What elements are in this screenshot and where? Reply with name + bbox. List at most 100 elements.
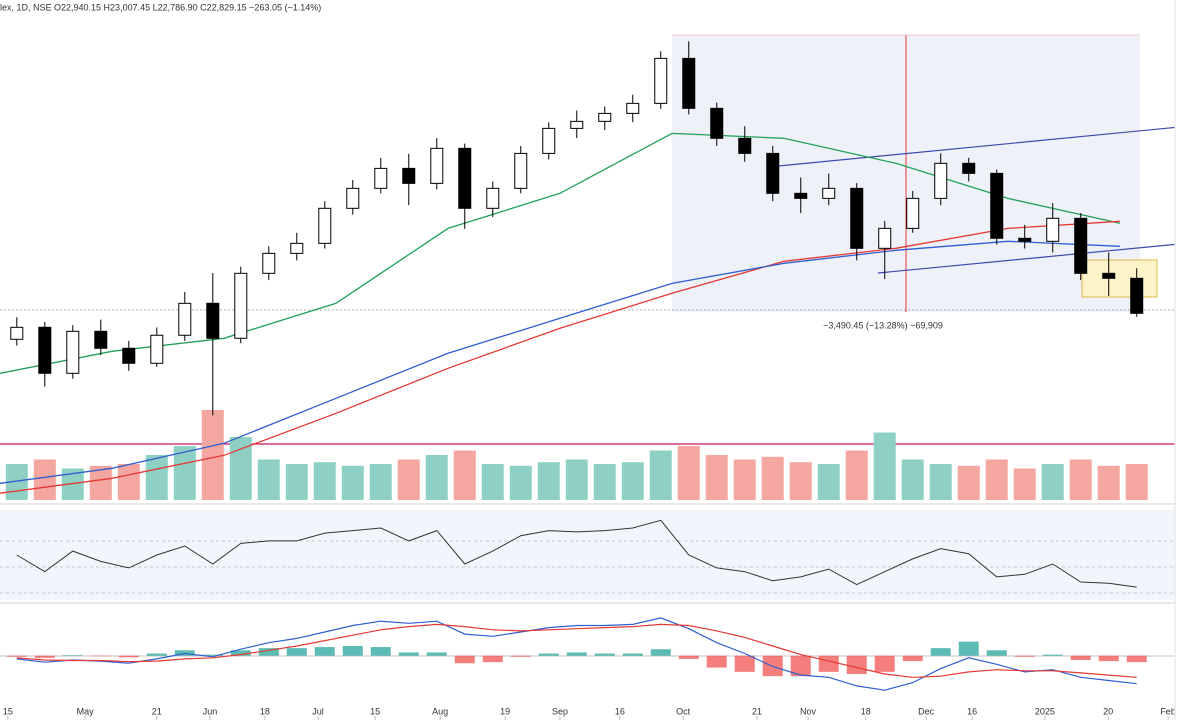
volume-bar [481, 464, 504, 500]
x-tick-label: Sep [552, 706, 568, 716]
volume-bar [649, 450, 672, 500]
volume-bar [733, 459, 756, 500]
volume-bar [425, 455, 448, 500]
candle-body [878, 227, 892, 249]
volume-bar [1125, 464, 1148, 500]
price-axis [1175, 0, 1200, 720]
candle-body [374, 167, 388, 189]
candle-body [94, 330, 108, 349]
macd-histogram [706, 655, 727, 668]
macd-histogram [202, 654, 223, 656]
volume-bar [1069, 459, 1092, 500]
x-tick-label: 16 [615, 706, 625, 716]
volume-bar [509, 465, 532, 500]
volume-bar [873, 432, 896, 500]
volume-bar [369, 464, 392, 500]
macd-histogram [146, 653, 167, 656]
volume-bar [285, 464, 308, 500]
macd-histogram [118, 655, 139, 658]
macd-histogram [370, 647, 391, 656]
candle-body [486, 187, 500, 209]
macd-histogram [454, 655, 475, 664]
candle-body [990, 172, 1004, 239]
macd-histogram [398, 652, 419, 656]
macd-line [16, 617, 1137, 691]
candle-body [682, 57, 696, 109]
candle-body [346, 187, 360, 209]
macd-histogram [1014, 655, 1035, 657]
candle-body [1046, 217, 1060, 242]
volume-bar [901, 459, 924, 500]
macd-histogram [1042, 654, 1063, 656]
candle-body [738, 137, 752, 154]
macd-histogram [622, 653, 643, 656]
candle-body [262, 252, 276, 274]
macd-histogram [62, 655, 83, 656]
macd-histogram [426, 652, 447, 656]
macd-histogram [90, 655, 111, 657]
x-tick-label: Jul [312, 706, 324, 716]
macd-histogram [902, 655, 923, 662]
volume-bar [61, 468, 84, 500]
x-tick-label: 16 [967, 706, 977, 716]
candle-body [542, 127, 556, 154]
volume-bar [33, 459, 56, 500]
volume-bar [789, 462, 812, 500]
x-tick-label: May [77, 706, 95, 716]
candle-body [150, 334, 164, 364]
macd-histogram [790, 655, 811, 677]
volume-bar [89, 465, 112, 500]
candle-body [38, 326, 52, 374]
candle-body [1074, 217, 1088, 274]
candle-body [598, 112, 612, 122]
candle-body [10, 326, 24, 340]
candle-body [318, 207, 332, 244]
highlight-box [1081, 259, 1158, 298]
macd-histogram [566, 652, 587, 656]
macd-histogram [342, 645, 363, 656]
macd-histogram [314, 647, 335, 656]
macd-histogram [734, 655, 755, 672]
volume-bar [229, 437, 252, 500]
volume-bar [117, 464, 140, 500]
macd-histogram [286, 648, 307, 656]
channel-upper [767, 124, 1200, 168]
macd-histogram [482, 655, 503, 663]
moving-average [0, 220, 1120, 494]
macd-histogram [594, 653, 615, 656]
candle-body [290, 242, 304, 254]
macd-histogram [230, 650, 251, 656]
candle-body [430, 147, 444, 184]
macd-histogram [818, 655, 839, 672]
volume-bar [1097, 465, 1120, 500]
candle-body [402, 167, 416, 184]
x-tick-label: Feb [1160, 706, 1176, 716]
chart-title: lex, 1D, NSE O22,940.15 H23,007.45 L22,7… [0, 2, 321, 12]
candle-body [122, 347, 136, 364]
macd-histogram [1070, 655, 1091, 660]
volume-bar [537, 462, 560, 500]
x-tick-label: 20 [1103, 706, 1113, 716]
macd-histogram [930, 648, 951, 656]
volume-bar [845, 450, 868, 500]
macd-histogram [1098, 655, 1119, 662]
volume-bar [957, 465, 980, 500]
x-tick-label: Dec [918, 706, 935, 716]
x-tick-label: Aug [432, 706, 448, 716]
volume-bar [705, 455, 728, 500]
candle-body [1018, 237, 1032, 242]
macd-histogram [258, 648, 279, 656]
volume-bar [257, 459, 280, 500]
candle-body [626, 102, 640, 114]
volume-bar [929, 464, 952, 500]
x-tick-label: 15 [3, 706, 13, 716]
volume-bar [817, 464, 840, 500]
candle-body [570, 120, 584, 129]
macd-histogram [6, 655, 27, 657]
macd-histogram [874, 655, 895, 672]
measure-label: −3,490.45 (−13.28%) −69,909 [823, 320, 943, 330]
volume-bar [5, 464, 28, 500]
macd-histogram [538, 653, 559, 656]
rsi-line [16, 519, 1137, 588]
candle-body [654, 57, 668, 104]
